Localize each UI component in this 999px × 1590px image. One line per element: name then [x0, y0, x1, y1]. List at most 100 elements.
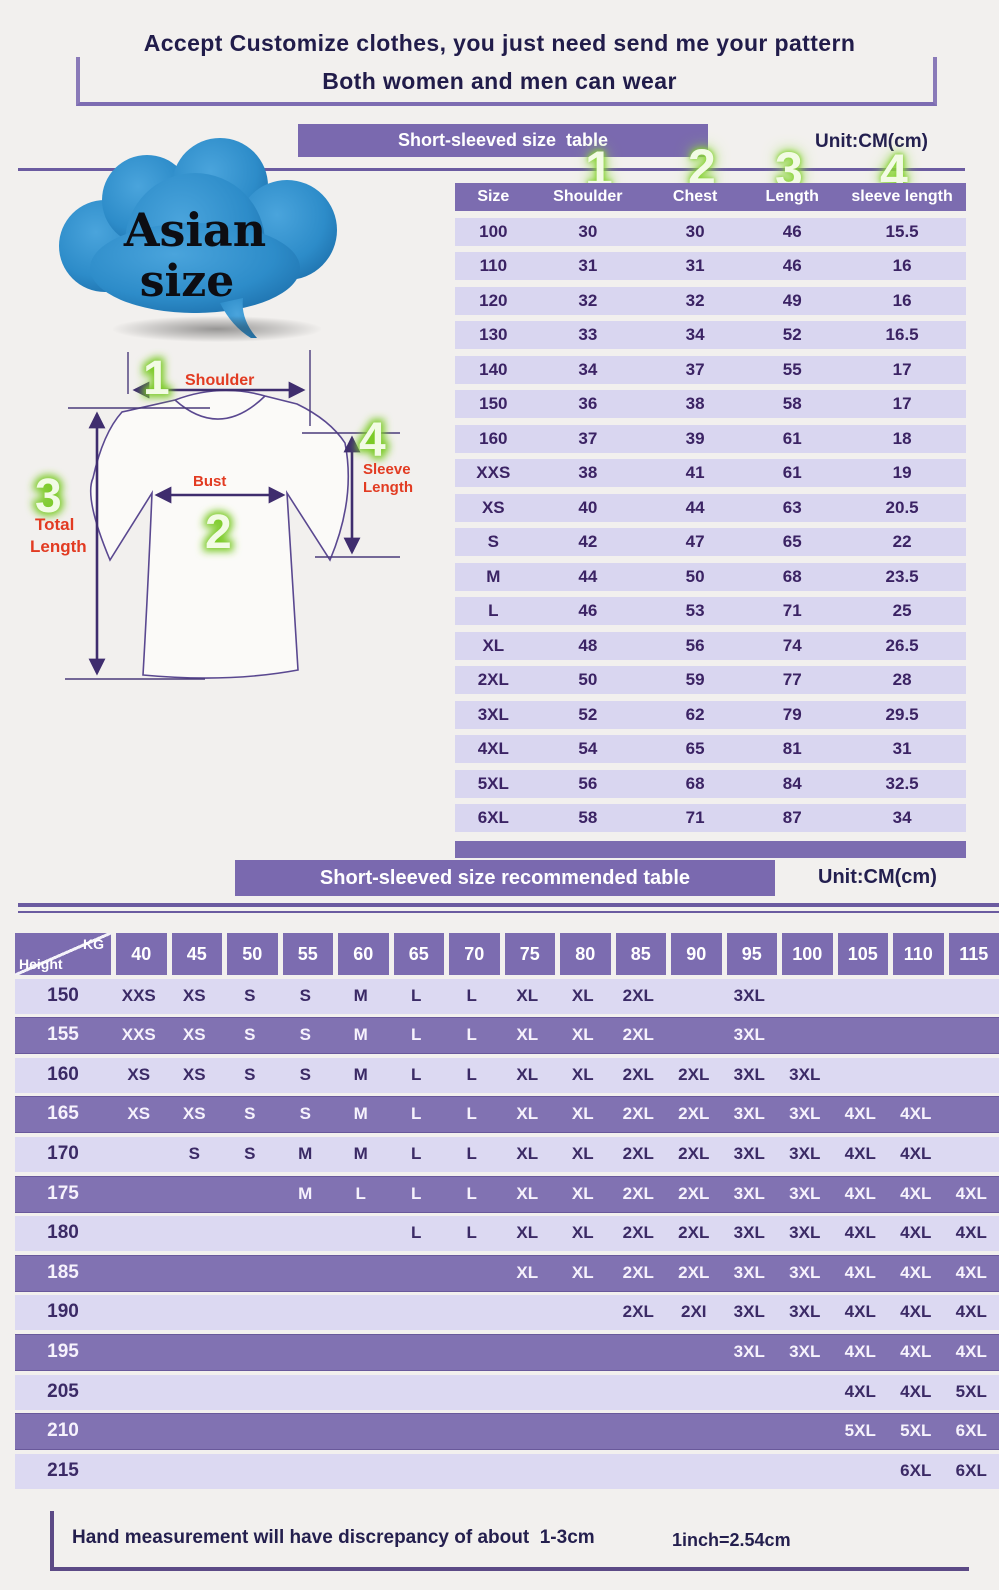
size-recommend-cell: S: [299, 1104, 311, 1124]
size-table-column-header: Shoulder: [553, 188, 623, 205]
table-cell: 52: [782, 325, 802, 344]
size-recommend-cell: [611, 1414, 667, 1449]
size-recommend-cell: L: [411, 985, 422, 1005]
table-cell: 38: [685, 394, 705, 413]
cloud-text-line1: Asian: [123, 203, 266, 257]
weight-column-header: 75: [504, 933, 555, 975]
size-recommend-cell: M: [353, 1025, 368, 1045]
size-recommend-cell: [111, 1216, 167, 1251]
table-cell: 87: [782, 808, 802, 827]
size-recommend-cell: [222, 1177, 278, 1212]
table-cell: 63: [782, 497, 802, 517]
size-recommend-cell: 2XL: [678, 1143, 710, 1163]
table-cell: 29.5: [885, 704, 919, 724]
table-row: XXS 38 41 61 19: [455, 459, 966, 487]
size-recommend-cell: 2XL: [622, 1064, 654, 1084]
height-label: 160: [47, 1063, 79, 1085]
size-recommend-cell: [167, 1454, 223, 1489]
size-recommend-cell: [777, 1414, 833, 1449]
page-title-line1: Accept Customize clothes, you just need …: [143, 30, 856, 56]
size-recommend-cell: 2XL: [678, 1262, 710, 1282]
table-cell: 58: [782, 394, 802, 413]
size-recommend-cell: 3XL: [733, 1262, 765, 1282]
size-recommend-cell: XL: [571, 1223, 594, 1243]
size-recommend-cell: [333, 1216, 389, 1251]
table-cell: 18: [892, 428, 912, 448]
table-row: 150 36 38 58 17: [455, 390, 966, 418]
table-cell: 54: [578, 739, 598, 758]
size-recommend-cell: [833, 1058, 889, 1093]
height-label: 180: [47, 1222, 79, 1244]
size-recommend-cell: [111, 1256, 167, 1291]
size-recommend-cell: L: [466, 1104, 477, 1124]
size-recommend-cell: [500, 1414, 556, 1449]
footer-bracket: [50, 1511, 969, 1571]
shoulder-label: Shoulder: [185, 372, 254, 389]
sleeve-label-line1: Sleeve: [363, 461, 411, 478]
table-cell: 28: [892, 670, 912, 689]
table-cell: 150: [479, 394, 508, 413]
table-cell: 65: [782, 532, 802, 551]
size-recommend-cell: 3XL: [789, 1262, 821, 1282]
size-recommend-cell: [167, 1375, 223, 1410]
size-recommend-cell: L: [411, 1223, 422, 1243]
size-recommend-cell: [833, 1018, 889, 1053]
size-recommend-cell: S: [244, 985, 256, 1005]
size-recommend-cell: [111, 1295, 167, 1330]
table-cell: 71: [685, 808, 705, 827]
corner-height-label: Height: [19, 956, 63, 972]
size-recommend-cell: [222, 1375, 278, 1410]
size-recommend-cell: 3XL: [733, 1302, 765, 1322]
height-label: 190: [47, 1301, 79, 1323]
table-cell: 160: [479, 428, 508, 448]
size-recommend-cell: 4XL: [900, 1302, 932, 1322]
matrix-row: 195 3XL 3XL 4XL 4XL 4XL: [15, 1333, 999, 1371]
size-recommend-cell: 3XL: [733, 1025, 765, 1045]
total-label-line2: Length: [30, 537, 87, 556]
size-recommend-cell: [944, 1058, 999, 1093]
size-recommend-cell: [611, 1454, 667, 1489]
table-cell: 5XL: [477, 773, 509, 793]
size-recommend-cell: [888, 1018, 944, 1053]
table-cell: 120: [479, 290, 508, 310]
weight-column-header: 40: [116, 933, 167, 975]
size-table-endbar: [455, 841, 966, 858]
size-recommend-cell: L: [466, 1183, 477, 1203]
table-row: 140 34 37 55 17: [455, 355, 966, 384]
table-cell: 16: [892, 256, 912, 275]
size-table-unit: Unit:CM(cm): [815, 131, 928, 152]
table-cell: 34: [892, 808, 912, 827]
size-table: Size Shoulder Chest Length sleeve length 100…: [455, 183, 966, 858]
size-recommend-cell: [167, 1335, 223, 1370]
matrix-row: 175 M L L L XL XL 2XL 2XL 3XL 3XL 4XL 4XL 4XL: [15, 1175, 999, 1213]
size-recommend-cell: 4XL: [900, 1381, 932, 1401]
table-cell: 68: [685, 773, 705, 793]
size-recommend-cell: [444, 1375, 500, 1410]
table-cell: 37: [578, 428, 598, 448]
size-recommend-cell: XL: [571, 1262, 594, 1282]
size-recommend-cell: 3XL: [733, 1143, 765, 1163]
size-recommend-cell: 4XL: [900, 1104, 932, 1124]
table-row: M 44 50 68 23.5: [455, 562, 966, 591]
recommend-table-header: KG Height 40 45 50 55 60 65 70 75 80 85 90 95 100 105…: [15, 933, 999, 975]
divider-line-thick: [18, 903, 999, 907]
size-recommend-cell: [555, 1375, 611, 1410]
size-recommend-cell: [222, 1335, 278, 1370]
height-label: 155: [47, 1024, 79, 1046]
table-cell: 71: [782, 601, 802, 620]
size-recommend-cell: XS: [127, 1104, 151, 1124]
size-recommend-cell: XL: [571, 1104, 594, 1124]
table-row: 3XL 52 62 79 29.5: [455, 700, 966, 729]
table-cell: 130: [479, 325, 508, 344]
asian-size-cloud: Asian size: [35, 138, 355, 344]
size-recommend-cell: [389, 1414, 445, 1449]
matrix-row: 155 XXS XS S S M L L XL XL 2XL 3XL: [15, 1017, 999, 1055]
size-recommend-cell: [500, 1454, 556, 1489]
size-recommend-cell: 4XL: [844, 1183, 876, 1203]
size-recommend-cell: [666, 1375, 722, 1410]
table-cell: 39: [685, 428, 705, 448]
size-recommend-cell: [444, 1454, 500, 1489]
size-recommend-cell: L: [466, 1223, 477, 1243]
size-recommend-cell: L: [411, 1143, 422, 1163]
size-recommend-cell: S: [299, 985, 311, 1005]
